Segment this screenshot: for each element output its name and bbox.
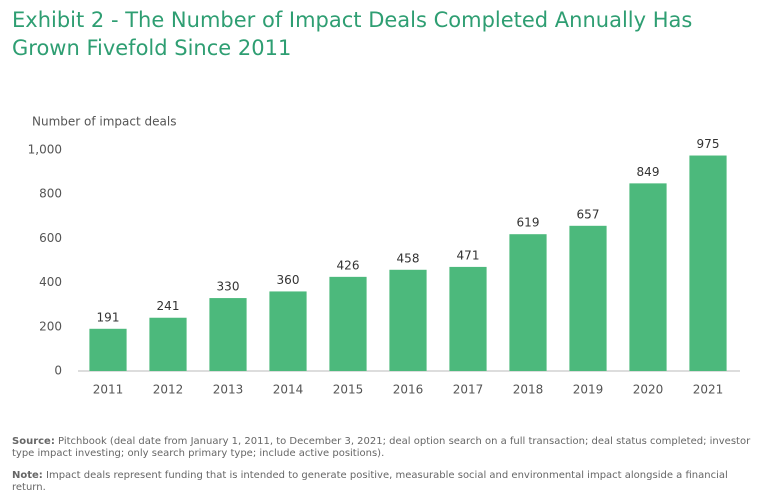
value-label: 471 [457, 248, 480, 262]
x-tick-label: 2014 [273, 383, 304, 397]
bar [689, 155, 727, 371]
value-label: 360 [277, 273, 300, 287]
y-tick-label: 800 [39, 187, 62, 201]
y-tick-label: 0 [54, 364, 62, 378]
note: Note: Impact deals represent funding tha… [12, 470, 752, 494]
note-text: Impact deals represent funding that is i… [12, 470, 728, 493]
chart-title: Exhibit 2 - The Number of Impact Deals C… [12, 8, 693, 60]
value-label: 458 [397, 251, 420, 265]
x-tick-label: 2017 [453, 383, 484, 397]
x-tick-label: 2018 [513, 383, 544, 397]
x-tick-label: 2021 [693, 383, 724, 397]
value-label: 191 [97, 310, 120, 324]
x-tick-label: 2013 [213, 383, 244, 397]
x-tick-label: 2016 [393, 383, 424, 397]
value-label: 975 [697, 137, 720, 151]
bar [569, 225, 607, 371]
value-label: 426 [337, 258, 360, 272]
value-label: 241 [157, 299, 180, 313]
chart: Number of impact deals 0 200 400 600 800 1,00… [28, 115, 740, 397]
bar [509, 234, 547, 371]
bar [389, 269, 427, 371]
source-text: Pitchbook (deal date from January 1, 201… [12, 436, 751, 459]
bar [449, 266, 487, 371]
y-axis-label: Number of impact deals [32, 115, 176, 129]
y-tick-label: 400 [39, 275, 62, 289]
bar [149, 317, 187, 371]
value-label: 849 [637, 165, 660, 179]
y-tick-label: 600 [39, 231, 62, 245]
bar [629, 183, 667, 371]
bar [209, 298, 247, 371]
y-tick-label: 200 [39, 319, 62, 333]
note-label: Note: [12, 470, 43, 481]
x-tick-label: 2015 [333, 383, 364, 397]
source: Source: Pitchbook (deal date from Januar… [12, 436, 752, 460]
bar [329, 276, 367, 371]
source-label: Source: [12, 436, 55, 447]
x-tick-label: 2020 [633, 383, 664, 397]
bar [89, 328, 127, 371]
y-tick-label: 1,000 [28, 143, 62, 157]
value-label: 330 [217, 280, 240, 294]
value-label: 657 [577, 207, 600, 221]
x-tick-label: 2012 [153, 383, 184, 397]
bar [269, 291, 307, 371]
value-label: 619 [517, 216, 540, 230]
x-tick-label: 2019 [573, 383, 604, 397]
x-tick-label: 2011 [93, 383, 124, 397]
